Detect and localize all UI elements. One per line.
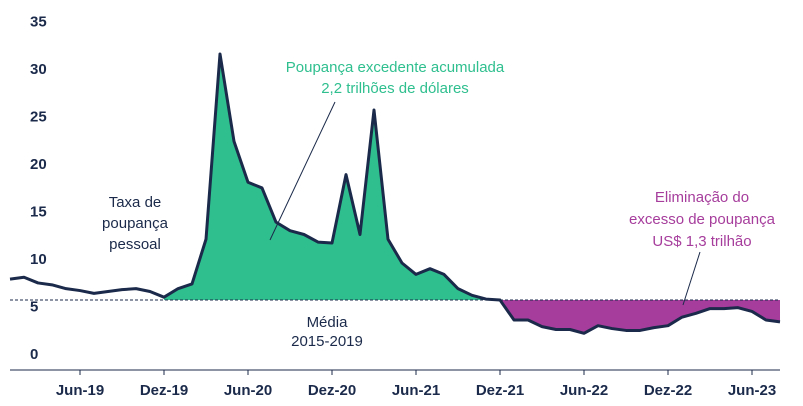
series-label: poupança	[102, 215, 169, 232]
y-tick-label: 35	[30, 13, 47, 30]
series-label: pessoal	[109, 236, 161, 253]
x-tick-label: Jun-21	[392, 382, 440, 399]
x-tick-label: Dez-19	[140, 382, 188, 399]
drawdown-label: excesso de poupança	[629, 211, 776, 228]
excess-area	[164, 54, 780, 301]
x-tick-label: Jun-20	[224, 382, 272, 399]
mean-label: Média	[307, 314, 349, 331]
drawdown-label: US$ 1,3 trilhão	[652, 233, 751, 250]
drawdown-label: Eliminação do	[655, 189, 749, 206]
x-tick-label: Jun-19	[56, 382, 104, 399]
y-tick-label: 25	[30, 108, 47, 125]
y-tick-label: 0	[30, 346, 38, 363]
x-tick-label: Jun-22	[560, 382, 608, 399]
series-label: Taxa de	[109, 194, 162, 211]
drawdown-area	[10, 300, 780, 334]
excess-label: Poupança excedente acumulada	[286, 59, 505, 76]
y-tick-label: 30	[30, 61, 47, 78]
drawdown-leader	[682, 251, 701, 306]
x-tick-label: Dez-21	[476, 382, 524, 399]
y-tick-label: 10	[30, 251, 47, 268]
y-tick-label: 15	[30, 203, 47, 220]
excess-leader	[269, 101, 336, 241]
x-tick-label: Dez-20	[308, 382, 356, 399]
y-tick-label: 20	[30, 156, 47, 173]
x-tick-label: Jun-23	[728, 382, 776, 399]
y-tick-label: 5	[30, 298, 38, 315]
excess-label: 2,2 trilhões de dólares	[321, 80, 469, 97]
mean-label: 2015-2019	[291, 333, 363, 350]
series-line	[9, 52, 781, 335]
x-tick-label: Dez-22	[644, 382, 692, 399]
